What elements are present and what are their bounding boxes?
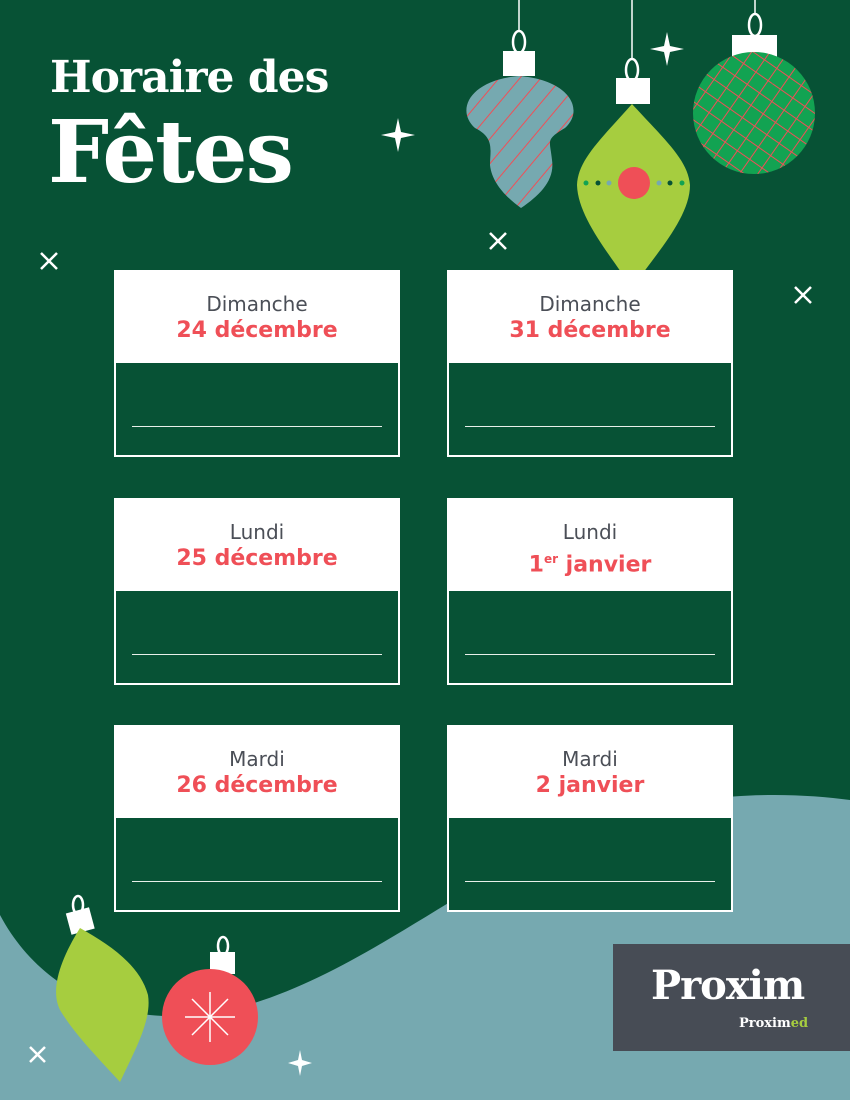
hours-line <box>465 654 715 655</box>
ornament-icon <box>577 0 690 289</box>
schedule-card: Lundi 25 décembre <box>114 498 400 685</box>
card-date: 1er janvier <box>528 552 652 578</box>
hours-line <box>132 654 382 655</box>
schedule-card: Dimanche 31 décembre <box>447 270 733 457</box>
title-line-2: Fêtes <box>48 102 294 203</box>
card-date: 25 décembre <box>176 546 338 571</box>
schedule-card: Lundi 1er janvier <box>447 498 733 685</box>
schedule-card: Mardi 26 décembre <box>114 725 400 912</box>
logo-main: Proxim <box>651 962 805 1009</box>
ornament-icon <box>56 894 149 1082</box>
proxim-logo: Proxim Proximed <box>613 944 850 1051</box>
card-day: Dimanche <box>539 292 641 316</box>
ornament-icon <box>693 0 815 174</box>
star-icon <box>29 232 812 1063</box>
schedule-card: Dimanche 24 décembre <box>114 270 400 457</box>
card-day: Mardi <box>229 747 285 771</box>
card-date: 31 décembre <box>509 318 671 343</box>
card-date: 2 janvier <box>535 773 645 798</box>
hours-line <box>465 426 715 427</box>
card-date: 26 décembre <box>176 773 338 798</box>
card-day: Dimanche <box>206 292 308 316</box>
card-day: Mardi <box>562 747 618 771</box>
card-date: 24 décembre <box>176 318 338 343</box>
ornament-icon <box>466 0 574 208</box>
schedule-card: Mardi 2 janvier <box>447 725 733 912</box>
sparkle-icon <box>288 32 684 1076</box>
logo-sub: Proximed <box>739 1016 809 1031</box>
card-day: Lundi <box>562 520 618 544</box>
hours-line <box>465 881 715 882</box>
card-day: Lundi <box>229 520 285 544</box>
hours-line <box>132 426 382 427</box>
title-line-1: Horaire des <box>50 52 329 103</box>
ornament-icon <box>162 935 258 1065</box>
hours-line <box>132 881 382 882</box>
